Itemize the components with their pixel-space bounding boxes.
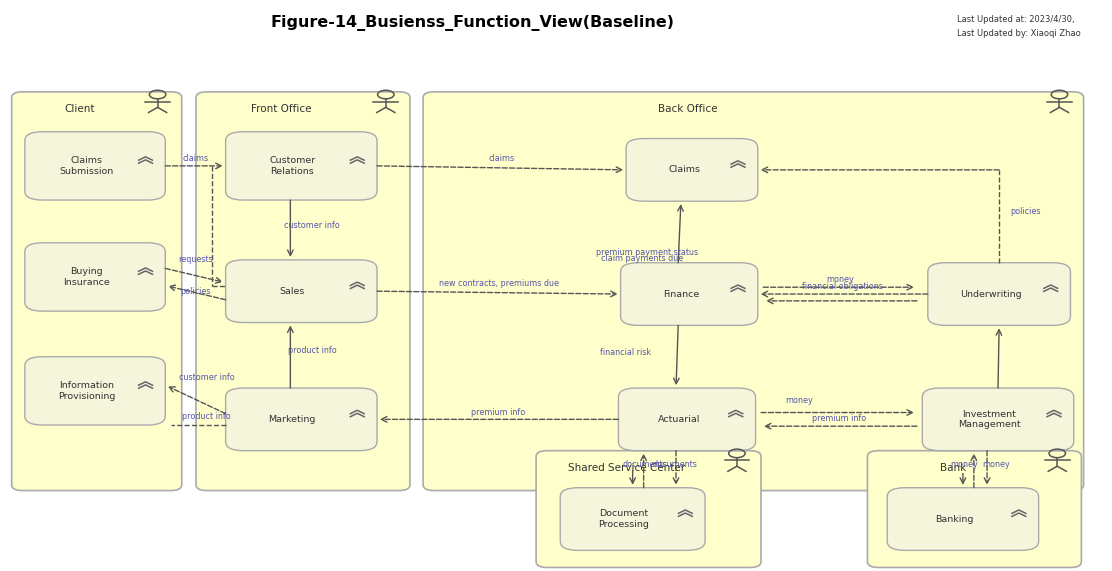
Text: premium payment status: premium payment status xyxy=(596,248,698,257)
FancyBboxPatch shape xyxy=(927,263,1071,325)
Text: Figure-14_Busienss_Function_View(Baseline): Figure-14_Busienss_Function_View(Baselin… xyxy=(270,15,675,31)
FancyBboxPatch shape xyxy=(24,357,166,425)
Text: Underwriting: Underwriting xyxy=(960,289,1022,299)
Text: financial obligations: financial obligations xyxy=(803,282,883,291)
FancyBboxPatch shape xyxy=(226,260,377,323)
Text: requests: requests xyxy=(178,255,212,264)
FancyBboxPatch shape xyxy=(887,488,1039,550)
FancyBboxPatch shape xyxy=(867,451,1081,568)
Text: Document
Processing: Document Processing xyxy=(598,509,649,529)
FancyBboxPatch shape xyxy=(922,388,1074,451)
Text: Finance: Finance xyxy=(663,289,699,299)
Text: product info: product info xyxy=(182,412,231,421)
Text: claims: claims xyxy=(488,154,515,163)
Text: claim payments due: claim payments due xyxy=(602,254,684,263)
Text: money: money xyxy=(951,460,979,469)
Text: Client: Client xyxy=(64,104,95,114)
FancyBboxPatch shape xyxy=(618,388,755,451)
FancyBboxPatch shape xyxy=(196,92,410,490)
FancyBboxPatch shape xyxy=(560,488,705,550)
Text: money: money xyxy=(983,460,1011,469)
Text: Buying
Insurance: Buying Insurance xyxy=(63,267,110,287)
Text: product info: product info xyxy=(288,346,337,355)
Text: policies: policies xyxy=(180,287,210,296)
Text: money: money xyxy=(826,275,854,284)
FancyBboxPatch shape xyxy=(626,139,757,201)
Text: Sales: Sales xyxy=(279,287,305,296)
Text: policies: policies xyxy=(1010,207,1041,216)
Text: Customer
Relations: Customer Relations xyxy=(269,156,316,175)
Text: Back Office: Back Office xyxy=(657,104,717,114)
Text: documents: documents xyxy=(623,460,667,469)
FancyBboxPatch shape xyxy=(423,92,1083,490)
Text: Front Office: Front Office xyxy=(251,104,311,114)
FancyBboxPatch shape xyxy=(620,263,757,325)
Text: financial risk: financial risk xyxy=(599,348,651,357)
FancyBboxPatch shape xyxy=(226,132,377,200)
FancyBboxPatch shape xyxy=(11,92,181,490)
FancyBboxPatch shape xyxy=(24,132,166,200)
Text: premium info: premium info xyxy=(470,408,525,416)
Text: Bank: Bank xyxy=(940,463,966,473)
Text: new contracts, premiums due: new contracts, premiums due xyxy=(439,279,559,288)
Text: customer info: customer info xyxy=(285,221,340,230)
Text: Investment
Management: Investment Management xyxy=(957,409,1020,429)
Text: documents: documents xyxy=(653,460,697,469)
FancyBboxPatch shape xyxy=(24,243,166,311)
Text: Last Updated by: Xiaoqi Zhao: Last Updated by: Xiaoqi Zhao xyxy=(957,29,1081,38)
Text: premium info: premium info xyxy=(812,414,866,423)
Text: Last Updated at: 2023/4/30,: Last Updated at: 2023/4/30, xyxy=(957,15,1075,24)
Text: Marketing: Marketing xyxy=(268,415,316,424)
Text: Shared Service Center: Shared Service Center xyxy=(567,463,685,473)
Text: money: money xyxy=(785,396,813,405)
Text: claims: claims xyxy=(182,154,209,163)
FancyBboxPatch shape xyxy=(226,388,377,451)
FancyBboxPatch shape xyxy=(536,451,761,568)
Text: Claims: Claims xyxy=(668,166,701,174)
Text: Actuarial: Actuarial xyxy=(657,415,699,424)
Text: Claims
Submission: Claims Submission xyxy=(60,156,113,175)
Text: Banking: Banking xyxy=(935,514,973,524)
Text: customer info: customer info xyxy=(179,373,235,382)
Text: Information
Provisioning: Information Provisioning xyxy=(58,381,116,401)
